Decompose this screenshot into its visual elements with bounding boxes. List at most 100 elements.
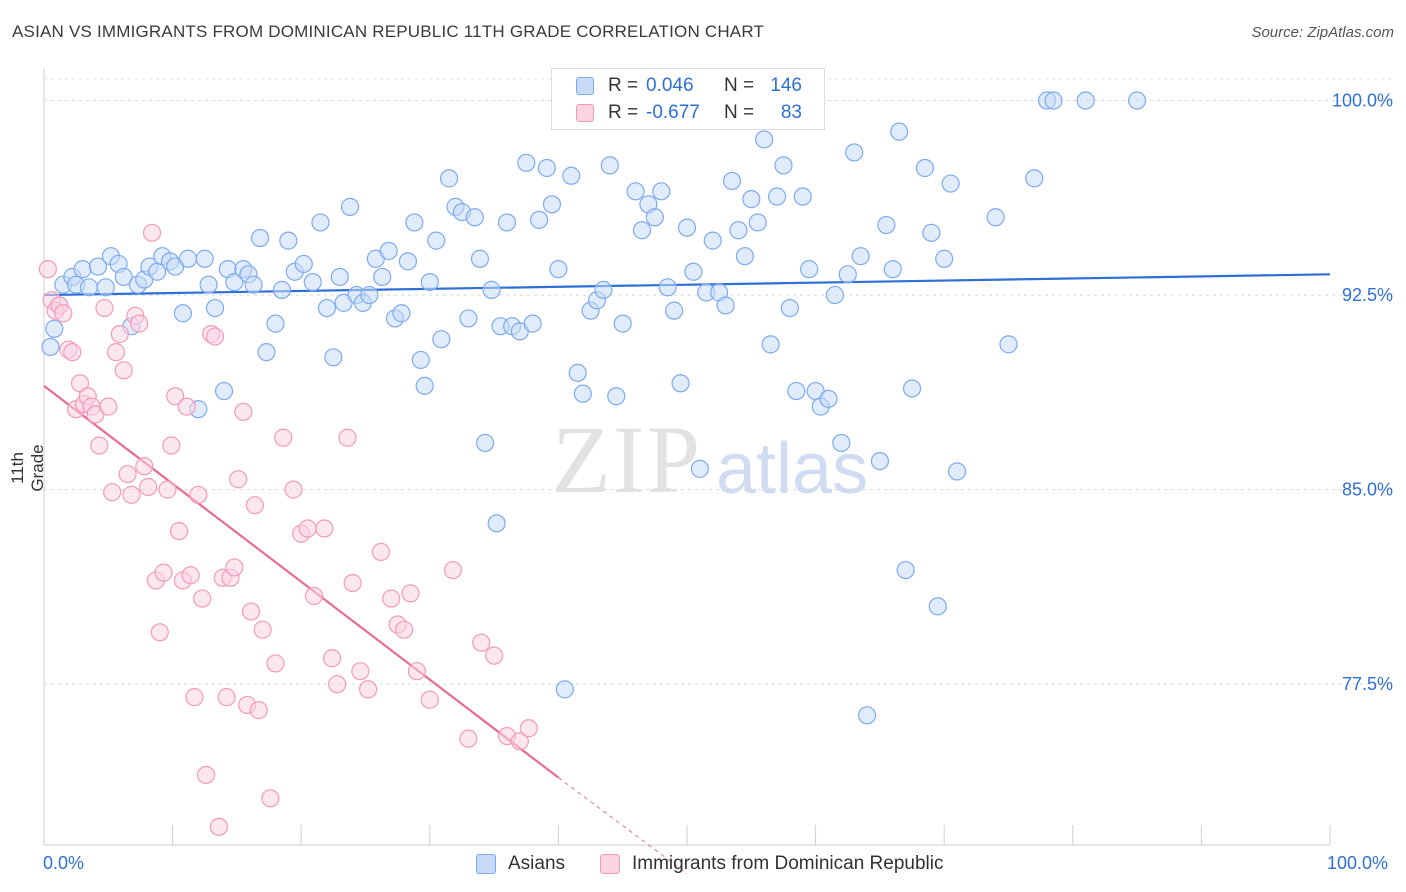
asian-point [600,156,619,175]
dominican-point [225,558,244,577]
asian-point [613,314,632,333]
x-tick-label-left: 0.0% [43,853,85,873]
asian-point [311,213,330,232]
dominican-point [382,589,401,608]
dominican-point [205,327,225,346]
asian-point [800,260,819,279]
asian-point [632,221,652,240]
dominican-point [401,584,420,603]
dominican-point [196,765,216,785]
legend-item-dominican[interactable]: Immigrants from Dominican Republic [600,851,944,877]
dominican-point [130,314,149,333]
dominican-point [343,573,362,593]
n-value: 83 [780,102,802,123]
dominican-point [510,732,529,751]
asian-point [748,213,767,232]
dominican-point [110,324,129,344]
x-tick-label-right: 100.0% [1327,853,1389,873]
dominican-point [485,646,504,665]
dominican-point [118,464,137,484]
dominican-point [158,480,177,499]
asian-point [178,249,198,268]
asian-point [870,451,890,471]
dominican-point [209,817,228,836]
dominican-point [234,402,253,421]
asian-point [537,158,556,178]
asian-point [79,278,99,297]
dominican-point [135,457,154,476]
y-axis-title: 11th Grade [8,444,47,492]
dominican-point [245,496,265,515]
axes [43,68,1331,846]
y-tick-label: 92.5% [1342,285,1393,305]
asian-point [690,459,709,478]
dominican-point [177,397,196,416]
dominican-point [217,688,236,707]
dominican-point [162,436,181,455]
chart-source: Source: ZipAtlas.com [1251,24,1394,41]
asian-point [1076,91,1095,110]
dominican-point [407,662,427,681]
asian-point [272,280,292,299]
dominican-point [95,298,114,318]
n-label: N = [724,102,755,123]
dominican-trend-extension [558,777,688,874]
asian-point [716,296,735,315]
dominican-point [322,649,342,668]
dominican-point [189,485,208,504]
asian-point [225,273,244,292]
asian-point [392,304,411,323]
asian-point [838,265,857,284]
asian-point [890,122,909,141]
asian-point [832,433,851,453]
dominican-point [241,602,261,621]
asian-point [677,218,697,237]
asian-point [41,337,60,357]
asian-point [482,280,501,299]
asian-point [324,348,343,367]
dominican-point [304,586,324,606]
asian-point [825,285,844,305]
asian-point [88,257,108,276]
asian-point [941,174,960,193]
dominican-point [154,563,173,582]
asian-point [250,228,270,248]
asian-point [729,221,748,240]
asians-legend-label: Asians [508,853,566,874]
asian-point [303,273,322,292]
asians-swatch [576,77,594,95]
gridlines [44,78,1395,685]
asian-point [626,182,645,201]
asian-point [465,208,484,227]
dominican-point [394,620,414,639]
y-tick-labels: 100.0% 92.5% 85.0% 77.5% [1332,91,1393,695]
asian-point [415,376,434,395]
asian-point [373,267,392,287]
r-label: R = [608,75,639,96]
dominican-point [150,623,169,642]
asian-point [742,190,761,209]
dominican-point [229,470,248,489]
asian-point [793,187,812,206]
asian-point [1044,91,1063,110]
stats-legend-row-asians: R = 0.046 N = 146 [576,73,802,99]
asian-point [767,187,787,206]
dominican-point [139,477,158,497]
dominican-point [166,387,185,406]
dominican-point [274,428,293,447]
asian-point [487,514,506,533]
r-value: -0.677 [646,102,700,123]
asian-point [530,210,549,229]
asian-point [935,249,954,268]
stats-legend-row-dominican: R = -0.677 N = 83 [576,100,802,126]
y-tick-label: 77.5% [1342,674,1393,694]
asian-point [439,169,459,188]
asian-point [787,381,806,401]
asians-points [41,91,1147,725]
dominican-point [193,589,212,608]
dominican-point [298,519,317,538]
legend-item-asians[interactable]: Asians [476,851,565,877]
asian-point [652,182,671,201]
asian-point [922,223,941,242]
asian-point [411,350,430,370]
